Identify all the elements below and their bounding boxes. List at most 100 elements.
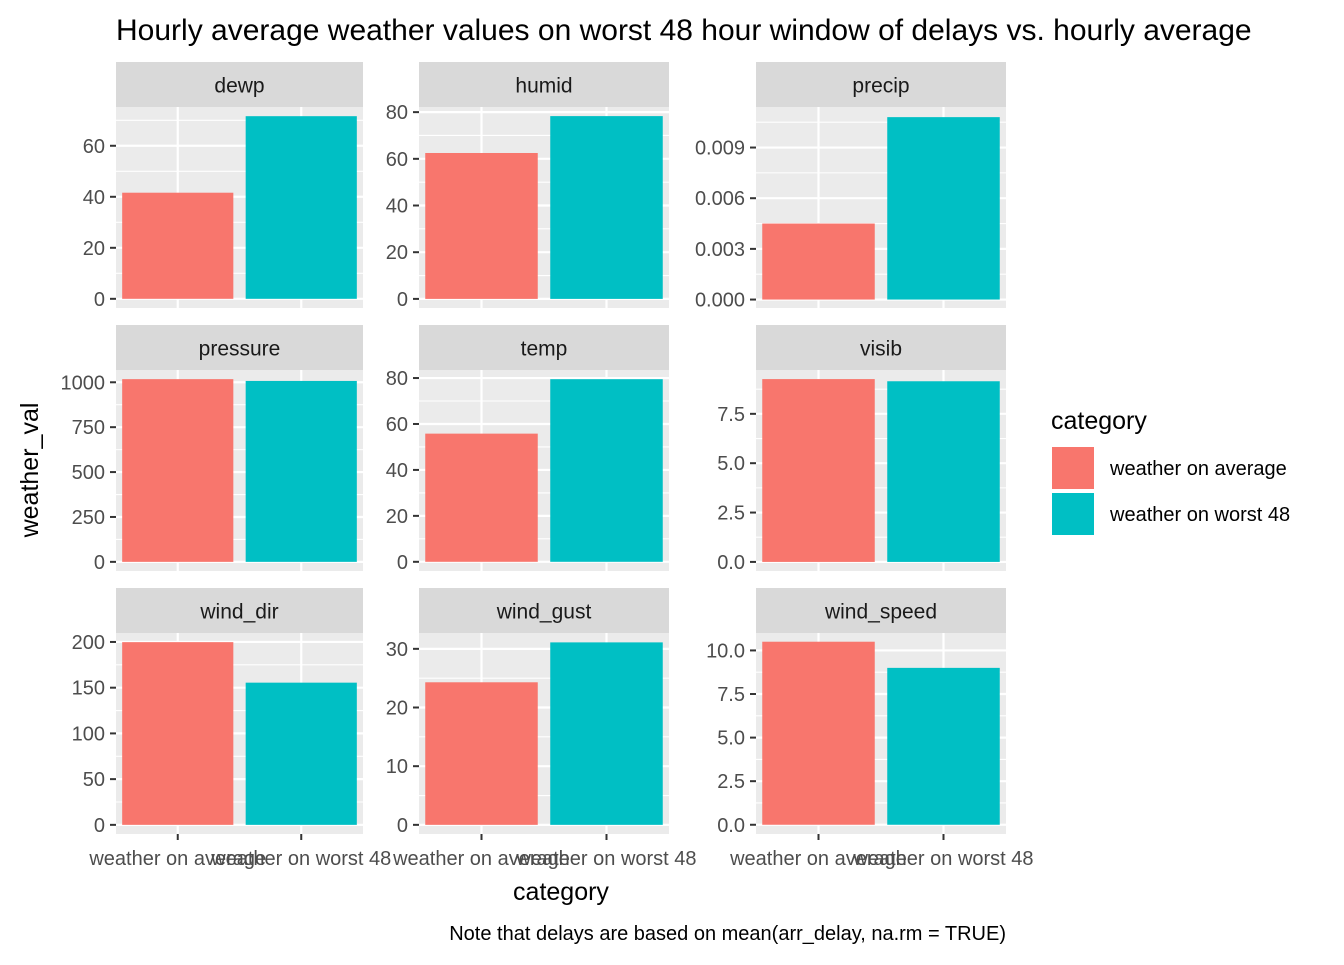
- bar-wind_dir-worst-48: [245, 682, 357, 825]
- y-tick-label: 20: [83, 238, 105, 260]
- facet-strip: [756, 325, 1006, 370]
- legend-key-average: [1052, 447, 1094, 489]
- facet-strip-label: humid: [515, 75, 572, 98]
- y-tick-label: 750: [72, 417, 105, 439]
- y-tick-label: 0.000: [695, 290, 745, 312]
- facet-temp: temp 0 20 40 60 80: [386, 325, 669, 574]
- bar-wind_speed-average: [762, 641, 875, 825]
- y-tick-label: 150: [72, 678, 105, 700]
- y-tick-label: 0.003: [695, 239, 745, 261]
- bar-dewp-average: [122, 192, 234, 299]
- facet-strip-label: wind_speed: [824, 601, 937, 624]
- y-tick-label: 1000: [61, 372, 106, 394]
- y-tick-label: 40: [83, 187, 105, 209]
- facet-strip: [419, 588, 669, 633]
- y-tick-label: 0.0: [717, 552, 745, 574]
- legend-label: weather on worst 48: [1109, 504, 1290, 526]
- y-tick-label: 0.006: [695, 188, 745, 210]
- bar-precip-worst-48: [887, 117, 1000, 300]
- legend-title: category: [1051, 407, 1147, 435]
- y-tick-label: 80: [386, 102, 408, 124]
- facet-wind_dir: wind_dir 0 50 100 150 200 weather on averagewe…: [72, 588, 391, 870]
- bar-temp-average: [425, 433, 538, 562]
- bar-pressure-average: [122, 379, 234, 562]
- y-tick-label: 0: [94, 552, 105, 574]
- bar-dewp-worst-48: [245, 116, 357, 299]
- chart-caption: Note that delays are based on mean(arr_d…: [449, 923, 1006, 945]
- y-tick-label: 7.5: [717, 684, 745, 706]
- y-tick-label: 5.0: [717, 453, 745, 475]
- y-tick-label: 40: [386, 460, 408, 482]
- x-tick-label: weather on average: [729, 848, 907, 870]
- y-tick-label: 50: [83, 769, 105, 791]
- x-tick-label: weather on worst 48: [852, 848, 1033, 870]
- bar-wind_dir-average: [122, 642, 234, 825]
- bar-humid-average: [425, 152, 538, 299]
- facet-strip: [116, 62, 363, 107]
- y-axis-title: weather_val: [16, 403, 44, 539]
- facet-strip-label: dewp: [214, 75, 264, 98]
- facet-strip-label: wind_dir: [199, 601, 278, 624]
- y-tick-label: 0.009: [695, 138, 745, 160]
- y-tick-label: 20: [386, 242, 408, 264]
- facet-strip-label: pressure: [199, 338, 281, 361]
- x-tick-label: weather on worst 48: [515, 848, 696, 870]
- facet-strip-label: visib: [860, 338, 902, 361]
- y-tick-label: 0: [397, 552, 408, 574]
- x-axis-title: category: [513, 878, 609, 906]
- y-tick-label: 2.5: [717, 771, 745, 793]
- facet-strip: [756, 62, 1006, 107]
- facet-strip: [116, 325, 363, 370]
- y-tick-label: 0: [94, 289, 105, 311]
- y-tick-label: 0: [397, 289, 408, 311]
- facet-grid: dewp0204060humid020406080precip0.0000.00…: [61, 62, 1034, 870]
- facet-dewp: dewp 0 20 40 60: [83, 62, 363, 311]
- y-tick-label: 10: [386, 756, 408, 778]
- facet-strip-label: precip: [852, 75, 909, 98]
- y-tick-label: 60: [386, 414, 408, 436]
- facet-strip: [756, 588, 1006, 633]
- y-tick-label: 20: [386, 698, 408, 720]
- y-tick-label: 10.0: [706, 640, 745, 662]
- bar-temp-worst-48: [550, 379, 663, 562]
- bar-wind_speed-worst-48: [887, 667, 1000, 825]
- facet-humid: humid 0 20 40 60 80: [386, 62, 669, 311]
- facet-wind_speed: wind_speed 0.0 2.5 5.0 7.5 10.0 weather on ave…: [706, 588, 1034, 870]
- bar-humid-worst-48: [550, 116, 663, 299]
- chart-title: Hourly average weather values on worst 4…: [116, 14, 1252, 47]
- facet-strip: [419, 325, 669, 370]
- bar-wind_gust-average: [425, 682, 538, 825]
- y-tick-label: 40: [386, 196, 408, 218]
- facet-precip: precip 0.000 0.003 0.006 0.009: [695, 62, 1006, 312]
- facet-wind_gust: wind_gust 0 10 20 30 weather on averageweathe…: [386, 588, 697, 870]
- x-tick-label: weather on worst 48: [210, 848, 391, 870]
- y-tick-label: 500: [72, 462, 105, 484]
- x-tick-label: weather on average: [392, 848, 570, 870]
- y-tick-label: 20: [386, 506, 408, 528]
- y-tick-label: 0: [94, 815, 105, 837]
- y-tick-label: 0.0: [717, 815, 745, 837]
- bar-visib-average: [762, 379, 875, 562]
- y-tick-label: 80: [386, 368, 408, 390]
- y-tick-label: 60: [83, 136, 105, 158]
- y-tick-label: 2.5: [717, 503, 745, 525]
- y-tick-label: 60: [386, 149, 408, 171]
- y-tick-label: 250: [72, 507, 105, 529]
- y-tick-label: 200: [72, 632, 105, 654]
- legend-label: weather on average: [1109, 458, 1287, 480]
- legend: category weather on average weather on wo…: [1051, 407, 1290, 535]
- y-tick-label: 7.5: [717, 404, 745, 426]
- x-tick-label: weather on average: [88, 848, 266, 870]
- y-tick-label: 30: [386, 639, 408, 661]
- facet-strip: [419, 62, 669, 107]
- bar-precip-average: [762, 223, 875, 300]
- legend-key-worst-48: [1052, 493, 1094, 535]
- facet-strip-label: wind_gust: [496, 601, 592, 624]
- facet-visib: visib 0.0 2.5 5.0 7.5: [717, 325, 1006, 574]
- y-tick-label: 0: [397, 815, 408, 837]
- bar-wind_gust-worst-48: [550, 642, 663, 825]
- facet-pressure: pressure 0 250 500 750 1000: [61, 325, 363, 574]
- y-tick-label: 100: [72, 723, 105, 745]
